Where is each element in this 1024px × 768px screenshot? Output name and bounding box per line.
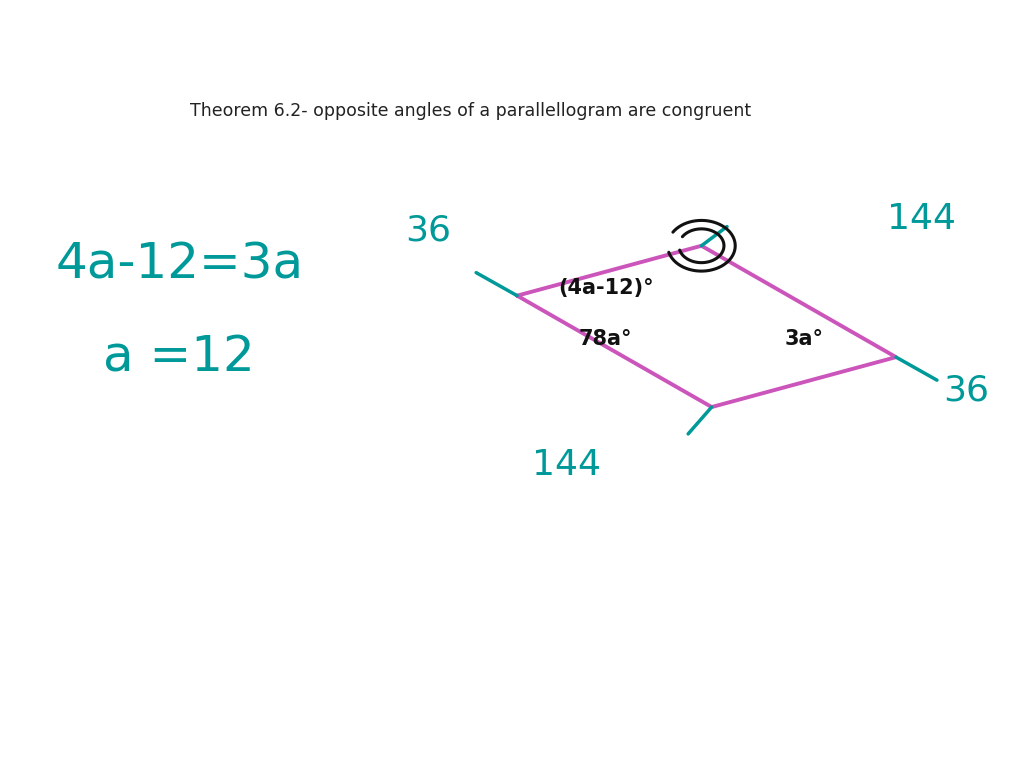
Text: (4a-12)°: (4a-12)° [558, 278, 653, 298]
Text: 144: 144 [531, 448, 601, 482]
Text: 3a°: 3a° [784, 329, 823, 349]
Text: 36: 36 [406, 214, 451, 247]
Text: 144: 144 [887, 202, 956, 236]
Text: 36: 36 [944, 373, 989, 407]
Text: 78a°: 78a° [579, 329, 632, 349]
Text: Theorem 6.2- opposite angles of a parallellogram are congruent: Theorem 6.2- opposite angles of a parall… [190, 102, 752, 121]
Text: a =12: a =12 [103, 333, 255, 381]
Text: 4a-12=3a: 4a-12=3a [55, 241, 303, 289]
